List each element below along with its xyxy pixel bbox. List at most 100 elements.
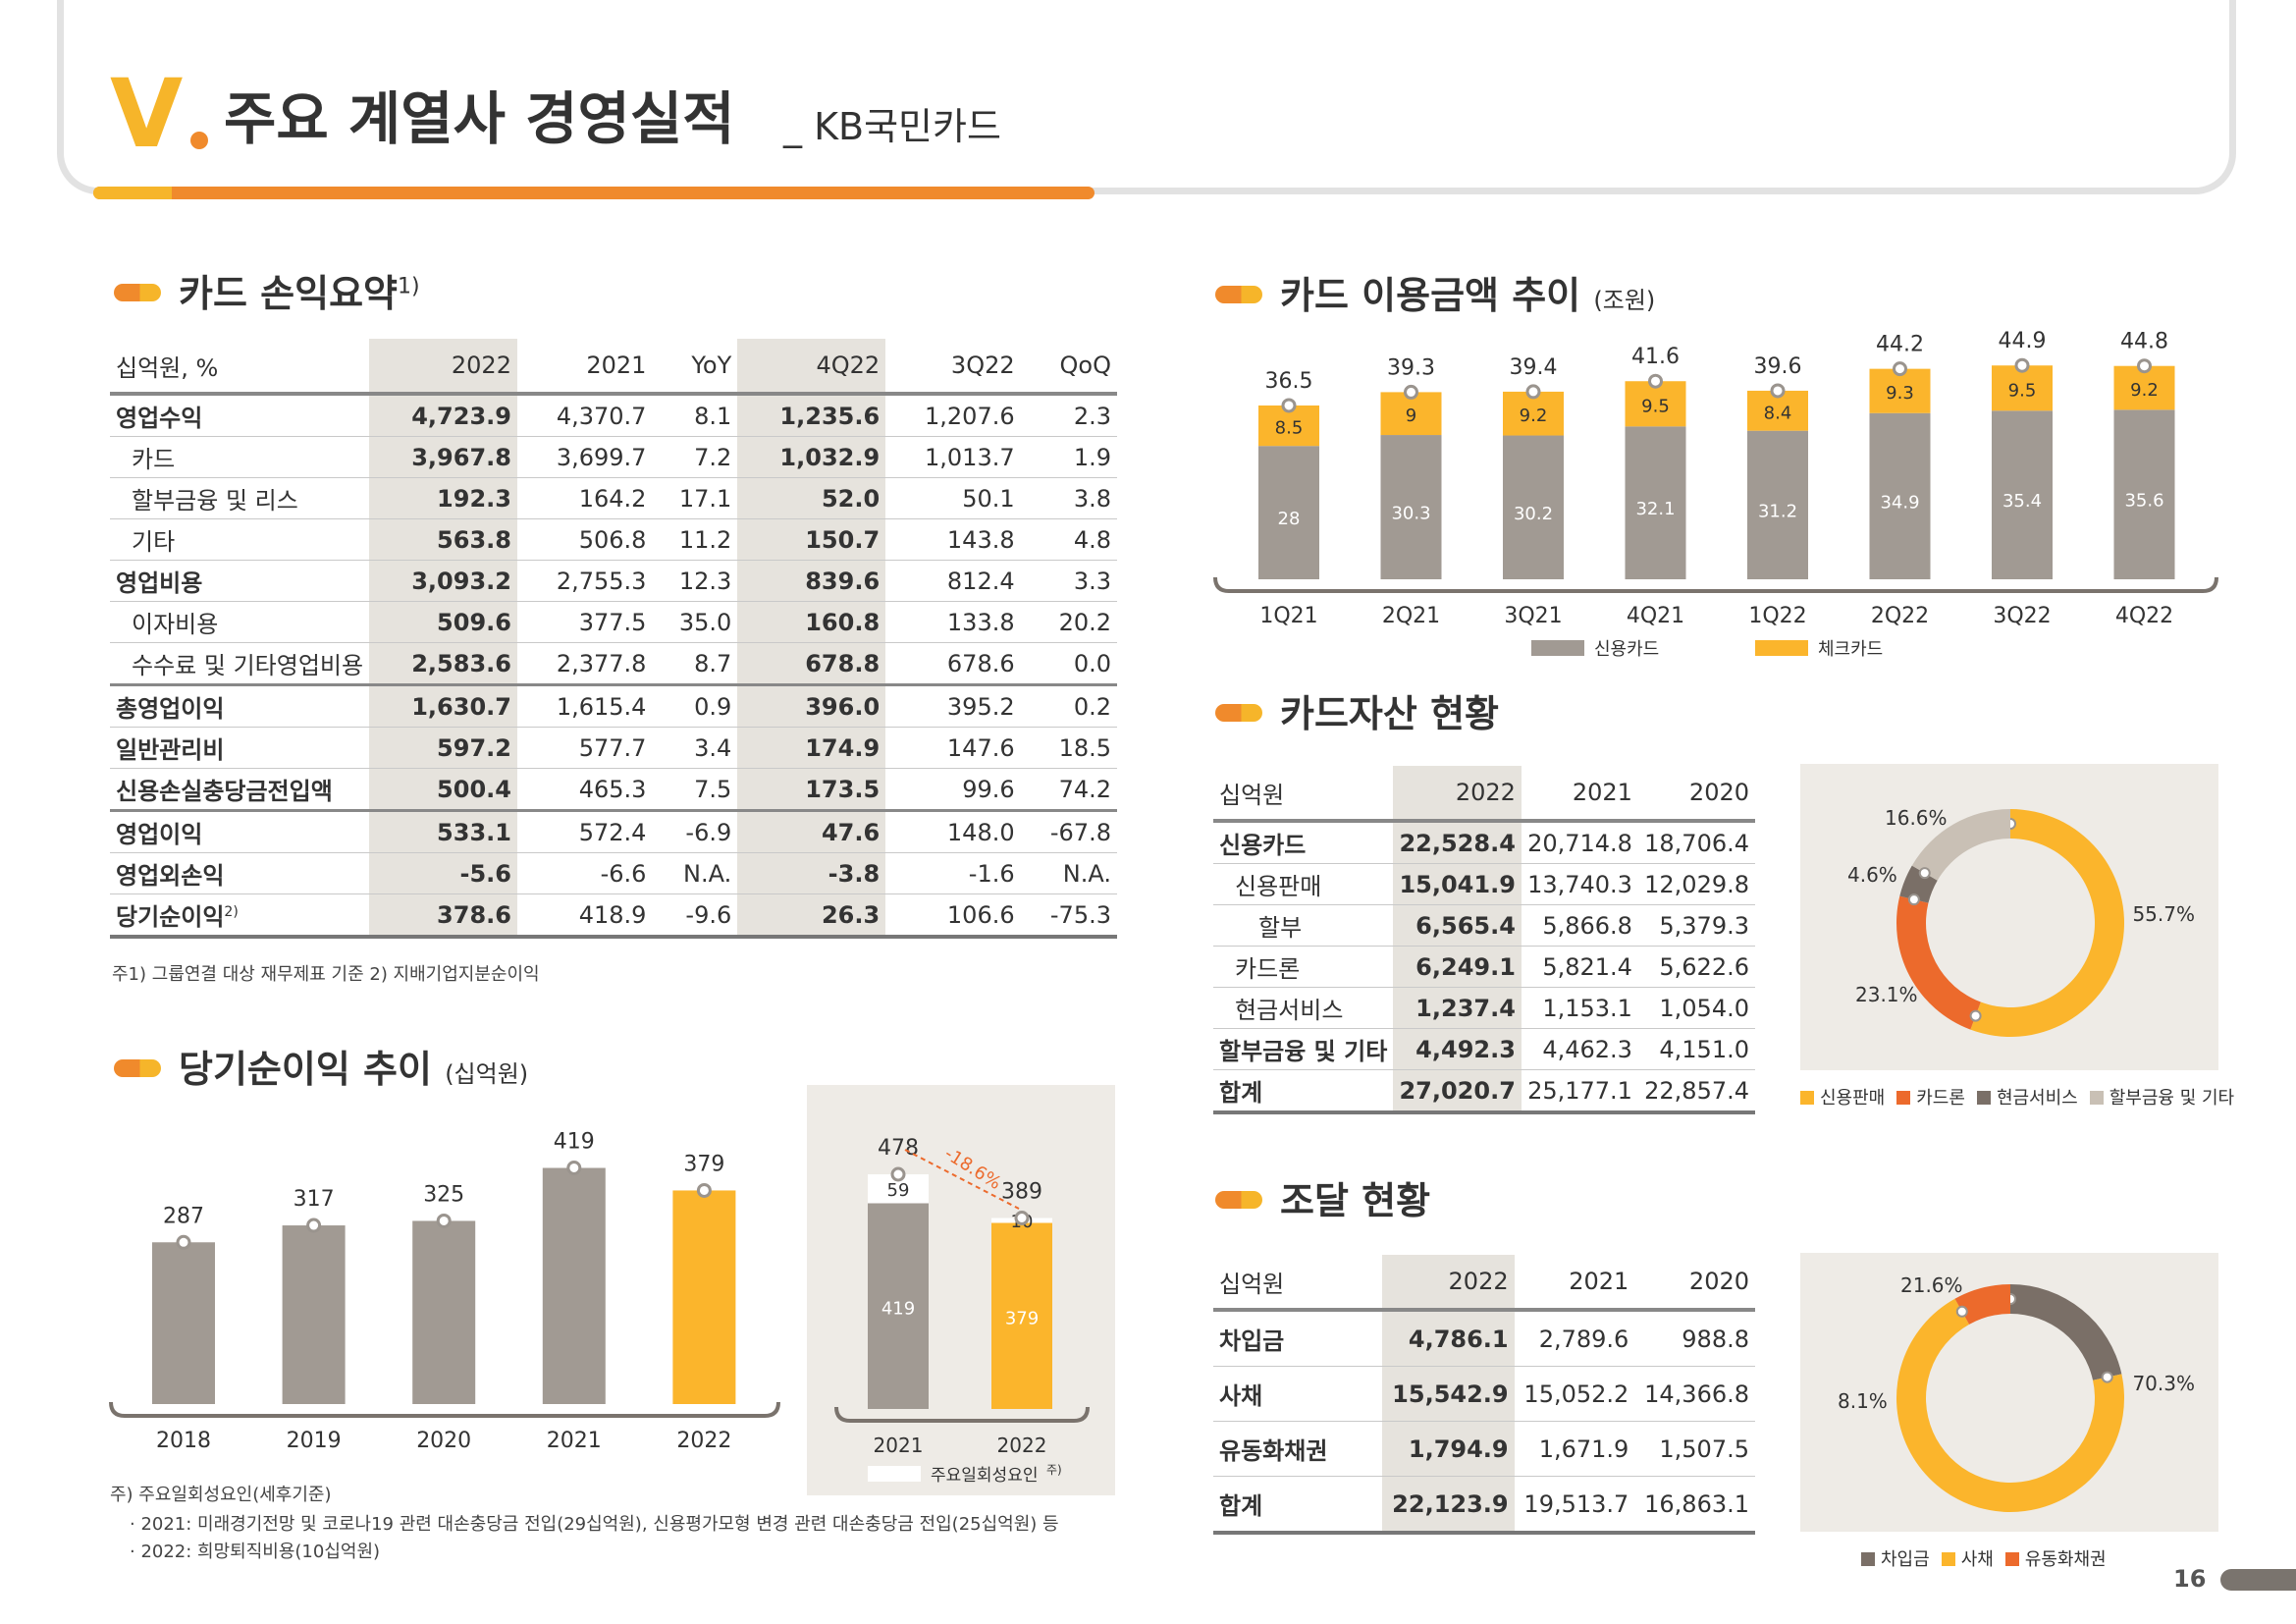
total-marker xyxy=(1770,383,1786,399)
credit-value-label: 35.6 xyxy=(2124,491,2163,512)
legend-swatch xyxy=(2089,1091,2104,1105)
table-row: 일반관리비 597.2 577.7 3.4 174.9 147.6 18.5 xyxy=(110,727,1117,769)
row-label: 할부금융 및 기타 xyxy=(1213,1028,1394,1070)
table-cell: 99.6 xyxy=(885,768,1021,812)
card-assets-table: 십억원 2022 2021 2020 신용카드 22,528.4 20,714.8 1… xyxy=(1213,766,1755,1114)
table-cell: 3,093.2 xyxy=(369,560,517,602)
heading-bullet-icon xyxy=(114,1058,161,1077)
row-label: 신용카드 xyxy=(1213,821,1394,864)
table-cell: 15,542.9 xyxy=(1382,1366,1515,1422)
table-cell: 1,013.7 xyxy=(885,436,1021,478)
total-marker xyxy=(2137,358,2152,374)
usage-baseline xyxy=(1213,576,2218,593)
table-cell: 5,821.4 xyxy=(1521,946,1638,988)
pl-footnote: 주1) 그룹연결 대상 재무제표 기준 2) 지배기업지분순이익 xyxy=(112,964,540,985)
table-row: 유동화채권 1,794.9 1,671.9 1,507.5 xyxy=(1213,1421,1755,1477)
table-cell: 173.5 xyxy=(737,768,886,812)
oneoff-panel xyxy=(807,1085,1115,1495)
table-cell: 988.8 xyxy=(1634,1310,1755,1367)
check-bar xyxy=(1625,381,1686,427)
table-row: 수수료 및 기타영업비용 2,583.6 2,377.8 8.7 678.8 678.6 0… xyxy=(110,642,1117,686)
header-frame xyxy=(57,0,2236,194)
table-cell: 35.0 xyxy=(652,601,738,643)
legend-swatch xyxy=(1976,1091,1991,1105)
table-cell: 500.4 xyxy=(369,768,517,812)
table-cell: 1,615.4 xyxy=(516,684,653,728)
col-header: 십억원, % xyxy=(110,339,370,396)
table-cell: 465.3 xyxy=(516,768,653,812)
legend-label-oneoff: 주요일회성요인 xyxy=(931,1466,1038,1486)
legend-swatch xyxy=(1896,1091,1911,1105)
card-pl-table: 십억원, % 2022 2021 YoY 4Q22 3Q22 QoQ 영업수익 4… xyxy=(110,339,1117,939)
x-tick-label: 4Q22 xyxy=(2115,604,2173,628)
table-cell: -6.9 xyxy=(652,810,738,853)
table-cell: 164.2 xyxy=(516,477,653,519)
credit-bar xyxy=(1747,430,1808,579)
table-cell: 2,583.6 xyxy=(369,642,517,686)
table-cell: 3.3 xyxy=(1020,560,1117,602)
table-row: 신용카드 22,528.4 20,714.8 18,706.4 xyxy=(1213,821,1755,864)
ni-value-label: 419 xyxy=(554,1129,595,1154)
table-cell: 4,723.9 xyxy=(369,394,517,437)
ni-marker xyxy=(436,1213,452,1228)
credit-bar xyxy=(1869,412,1931,579)
ni-marker xyxy=(566,1160,582,1175)
x-tick-label: 2Q22 xyxy=(1871,604,1929,628)
x-tick-label: 3Q21 xyxy=(1504,604,1562,628)
table-cell: 0.2 xyxy=(1020,684,1117,728)
table-cell: 4,370.7 xyxy=(516,394,653,437)
donut-slice xyxy=(1954,1284,2010,1325)
card-assets-donut: 55.7% 23.1% 4.6% 16.6% xyxy=(1847,806,2195,1037)
table-cell: 147.6 xyxy=(885,727,1021,769)
col-header: 2021 xyxy=(516,339,653,396)
col-header: 2020 xyxy=(1634,1255,1755,1312)
net-income-chart: 287 2018 317 2019 325 2020 419 2021 379 2022 xyxy=(109,1129,780,1453)
col-header: 십억원 xyxy=(1213,766,1394,823)
x-tick-label: 1Q21 xyxy=(1259,604,1317,628)
oneoff-base-bar xyxy=(868,1203,929,1409)
total-label: 41.6 xyxy=(1631,345,1680,369)
table-cell: 506.8 xyxy=(516,518,653,561)
table-cell: 1,671.9 xyxy=(1514,1421,1635,1477)
table-cell: 17.1 xyxy=(652,477,738,519)
table-cell: 15,052.2 xyxy=(1514,1366,1635,1422)
ni-value-label: 317 xyxy=(294,1187,335,1212)
table-cell: -5.6 xyxy=(369,852,517,894)
check-value-label: 8.5 xyxy=(1275,418,1304,439)
col-header: 4Q22 xyxy=(737,339,886,396)
header-accent-bar xyxy=(93,187,1095,199)
table-row: 신용손실충당금전입액 500.4 465.3 7.5 173.5 99.6 74.2 xyxy=(110,768,1117,812)
legend-label-sup: 주) xyxy=(1046,1463,1062,1477)
table-row: 영업비용 3,093.2 2,755.3 12.3 839.6 812.4 3.3 xyxy=(110,560,1117,602)
donut-value-label: 70.3% xyxy=(2132,1372,2195,1395)
total-marker xyxy=(1648,373,1663,389)
legend-label: 카드론 xyxy=(1916,1088,1965,1109)
table-cell: N.A. xyxy=(652,852,738,894)
row-label: 기타 xyxy=(110,518,370,561)
col-header: 2021 xyxy=(1514,1255,1635,1312)
table-cell: 3.4 xyxy=(652,727,738,769)
col-header: 2020 xyxy=(1637,766,1755,823)
legend-label: 신용판매 xyxy=(1820,1088,1886,1109)
table-row: 차입금 4,786.1 2,789.6 988.8 xyxy=(1213,1310,1755,1367)
page-number: 16 xyxy=(2173,1565,2207,1593)
table-row: 영업수익 4,723.9 4,370.7 8.1 1,235.6 1,207.6 2.3 xyxy=(110,394,1117,437)
card-usage-heading: 카드 이용금액 추이 (조원) xyxy=(1215,277,1655,314)
check-bar xyxy=(1992,365,2053,411)
table-row: 카드론 6,249.1 5,821.4 5,622.6 xyxy=(1213,946,1755,988)
x-tick-label: 2022 xyxy=(676,1429,731,1453)
table-cell: 3,699.7 xyxy=(516,436,653,478)
table-cell: 395.2 xyxy=(885,684,1021,728)
credit-value-label: 30.3 xyxy=(1391,504,1430,524)
credit-value-label: 31.2 xyxy=(1758,501,1797,521)
donut-slice xyxy=(1911,809,2010,881)
table-cell: 20,714.8 xyxy=(1521,821,1638,864)
page-title: 주요 계열사 경영실적 xyxy=(224,85,735,152)
table-cell: 8.7 xyxy=(652,642,738,686)
card-assets-legend: 신용판매 카드론 현금서비스 할부금융 및 기타 xyxy=(1800,1084,2234,1110)
donut-slice xyxy=(2010,1284,2122,1380)
table-cell: 148.0 xyxy=(885,810,1021,853)
oneoff-marker xyxy=(890,1166,906,1182)
card-usage-chart: 28 8.5 36.5 1Q21 30.3 9 39.3 2Q21 30.2 9.2 39.4 3Q2… xyxy=(1213,329,2218,660)
table-cell: 1,794.9 xyxy=(1382,1421,1515,1477)
